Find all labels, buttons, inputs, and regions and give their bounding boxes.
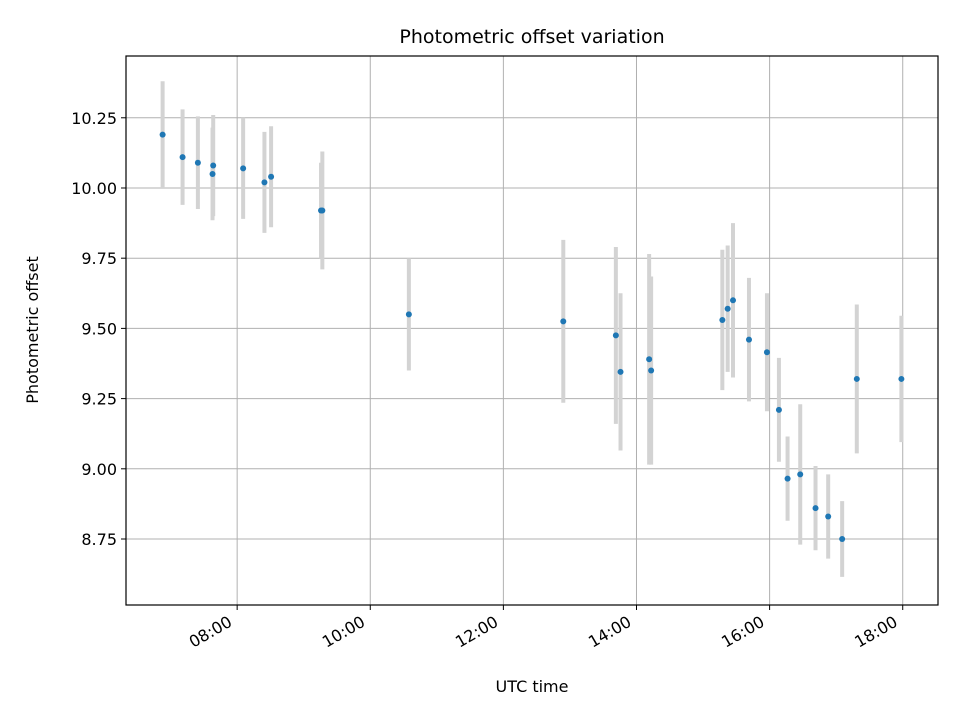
data-point xyxy=(560,318,567,325)
data-point xyxy=(775,406,782,413)
data-point xyxy=(319,207,326,214)
plot-frame xyxy=(125,55,939,606)
data-point xyxy=(797,471,804,478)
data-point xyxy=(405,311,412,318)
data-point xyxy=(898,375,905,382)
data-point xyxy=(209,170,216,177)
data-point xyxy=(730,297,737,304)
chart-title: Photometric offset variation xyxy=(399,26,664,48)
data-point xyxy=(784,475,791,482)
data-point xyxy=(617,368,624,375)
data-point xyxy=(812,505,819,512)
data-points xyxy=(159,131,905,543)
data-point xyxy=(719,316,726,323)
y-tick-label: 9.75 xyxy=(81,249,117,268)
data-point xyxy=(179,154,186,161)
data-point xyxy=(194,159,201,166)
data-point xyxy=(261,179,268,186)
data-point xyxy=(268,173,275,180)
y-tick-label: 9.25 xyxy=(81,390,117,409)
data-point xyxy=(839,536,846,543)
x-axis-label: UTC time xyxy=(496,677,569,696)
data-point xyxy=(159,131,166,138)
data-point xyxy=(825,513,832,520)
y-axis-label: Photometric offset xyxy=(23,256,42,404)
data-point xyxy=(612,332,619,339)
y-tick-label: 10.00 xyxy=(71,179,117,198)
data-point xyxy=(745,336,752,343)
data-point xyxy=(853,375,860,382)
y-tick-label: 9.00 xyxy=(81,460,117,479)
data-point xyxy=(648,367,655,374)
y-tick-label: 8.75 xyxy=(81,530,117,549)
data-point xyxy=(724,305,731,312)
y-tick-label: 10.25 xyxy=(71,109,117,128)
data-point xyxy=(646,356,653,363)
data-point xyxy=(210,162,217,169)
data-point xyxy=(763,349,770,356)
y-axis-ticks: 8.75 9.00 9.25 9.50 9.75 10.00 10.25 xyxy=(71,109,126,549)
data-point xyxy=(240,165,247,172)
y-tick-label: 9.50 xyxy=(81,319,117,338)
